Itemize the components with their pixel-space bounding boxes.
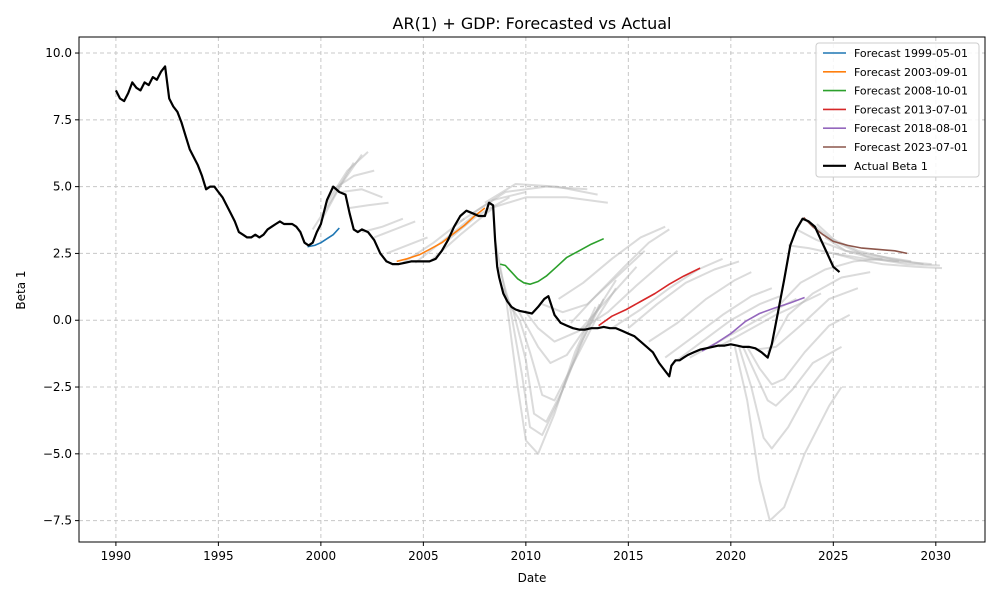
legend-label: Forecast 2013-07-01 <box>854 103 968 116</box>
background-forecast-line <box>742 346 842 407</box>
background-forecast-line <box>746 314 851 386</box>
background-forecast-line <box>341 188 383 199</box>
y-tick-label: 0.0 <box>53 313 72 327</box>
legend-label: Forecast 1999-05-01 <box>854 47 968 60</box>
actual-beta-line <box>114 65 841 378</box>
background-forecast-line <box>558 225 666 300</box>
y-axis-label: Beta 1 <box>14 270 28 309</box>
background-forecast-line <box>824 236 940 267</box>
background-forecast-line <box>718 292 822 348</box>
background-forecast-line <box>502 287 605 423</box>
legend-label: Actual Beta 1 <box>854 160 928 173</box>
plot-frame <box>78 36 986 543</box>
forecast-line <box>396 207 486 263</box>
legend-label: Forecast 2023-07-01 <box>854 141 968 154</box>
y-axis-ticks: −7.5 −5.0 −2.5 0.0 2.5 5.0 7.5 10.0 <box>43 46 79 528</box>
background-forecast-line <box>570 228 670 324</box>
background-forecast-line <box>582 250 679 330</box>
background-forecast-line <box>766 271 871 353</box>
x-axis-label: Date <box>518 571 547 585</box>
background-forecast-line <box>795 228 912 263</box>
background-forecast-line <box>738 346 835 450</box>
background-forecast-line <box>459 191 527 223</box>
background-forecast-line <box>373 220 416 239</box>
x-tick-label: 2010 <box>511 549 542 563</box>
background-forecast-line <box>498 266 601 437</box>
background-forecast-line <box>648 271 752 343</box>
x-tick-label: 1995 <box>203 549 234 563</box>
legend-box <box>815 42 980 178</box>
background-forecast-line <box>516 279 617 364</box>
x-tick-label: 2005 <box>408 549 439 563</box>
background-forecast-line <box>664 287 773 359</box>
background-forecast-line <box>484 183 598 204</box>
background-forecast-line <box>326 151 369 204</box>
background-forecast-line <box>672 295 781 364</box>
background-forecast-line <box>788 244 899 263</box>
y-tick-label: 7.5 <box>53 113 72 127</box>
background-forecast-line <box>611 257 723 330</box>
background-forecast-line <box>733 346 843 522</box>
forecast-line <box>598 267 701 327</box>
background-forecast-line <box>816 223 932 266</box>
forecast-line <box>701 296 805 352</box>
y-tick-label: −5.0 <box>43 447 72 461</box>
y-tick-label: −2.5 <box>43 380 72 394</box>
legend-label: Forecast 2008-10-01 <box>854 85 968 98</box>
x-tick-label: 2025 <box>818 549 849 563</box>
x-tick-label: 1990 <box>101 549 132 563</box>
background-forecast-line <box>311 162 355 230</box>
actual-line-group <box>114 65 841 378</box>
background-forecast-line <box>525 266 638 343</box>
background-forecast-line <box>494 239 597 455</box>
legend-label: Forecast 2003-09-01 <box>854 66 968 79</box>
y-tick-label: 10.0 <box>45 46 72 60</box>
background-forecast-line <box>808 220 924 266</box>
x-axis-ticks: 1990 1995 2000 2005 2010 2015 2020 2025 2030 <box>101 542 951 563</box>
background-forecast-line <box>541 250 646 314</box>
background-forecast-line <box>320 154 363 222</box>
background-forecast-line <box>361 217 404 234</box>
background-forecast-line <box>627 260 740 329</box>
y-tick-label: 2.5 <box>53 246 72 260</box>
legend: Forecast 1999-05-01 Forecast 2003-09-01 Fo… <box>815 42 980 178</box>
y-tick-label: −7.5 <box>43 514 72 528</box>
background-forecast-line <box>833 252 943 270</box>
forecast-line <box>307 227 340 248</box>
x-tick-label: 2030 <box>921 549 952 563</box>
x-tick-label: 2020 <box>716 549 747 563</box>
background-forecast-line <box>349 201 389 209</box>
x-tick-label: 2015 <box>613 549 644 563</box>
background-forecast-line <box>779 257 883 305</box>
background-forecast-line <box>755 287 859 351</box>
background-forecast-line <box>386 236 428 255</box>
legend-label: Forecast 2018-08-01 <box>854 122 968 135</box>
forecast-line <box>499 237 605 285</box>
background-forecast-line <box>332 169 375 191</box>
chart-title: AR(1) + GDP: Forecasted vs Actual <box>393 14 672 33</box>
background-forecast-line <box>490 196 608 209</box>
x-tick-label: 2000 <box>306 549 337 563</box>
y-tick-label: 5.0 <box>53 180 72 194</box>
